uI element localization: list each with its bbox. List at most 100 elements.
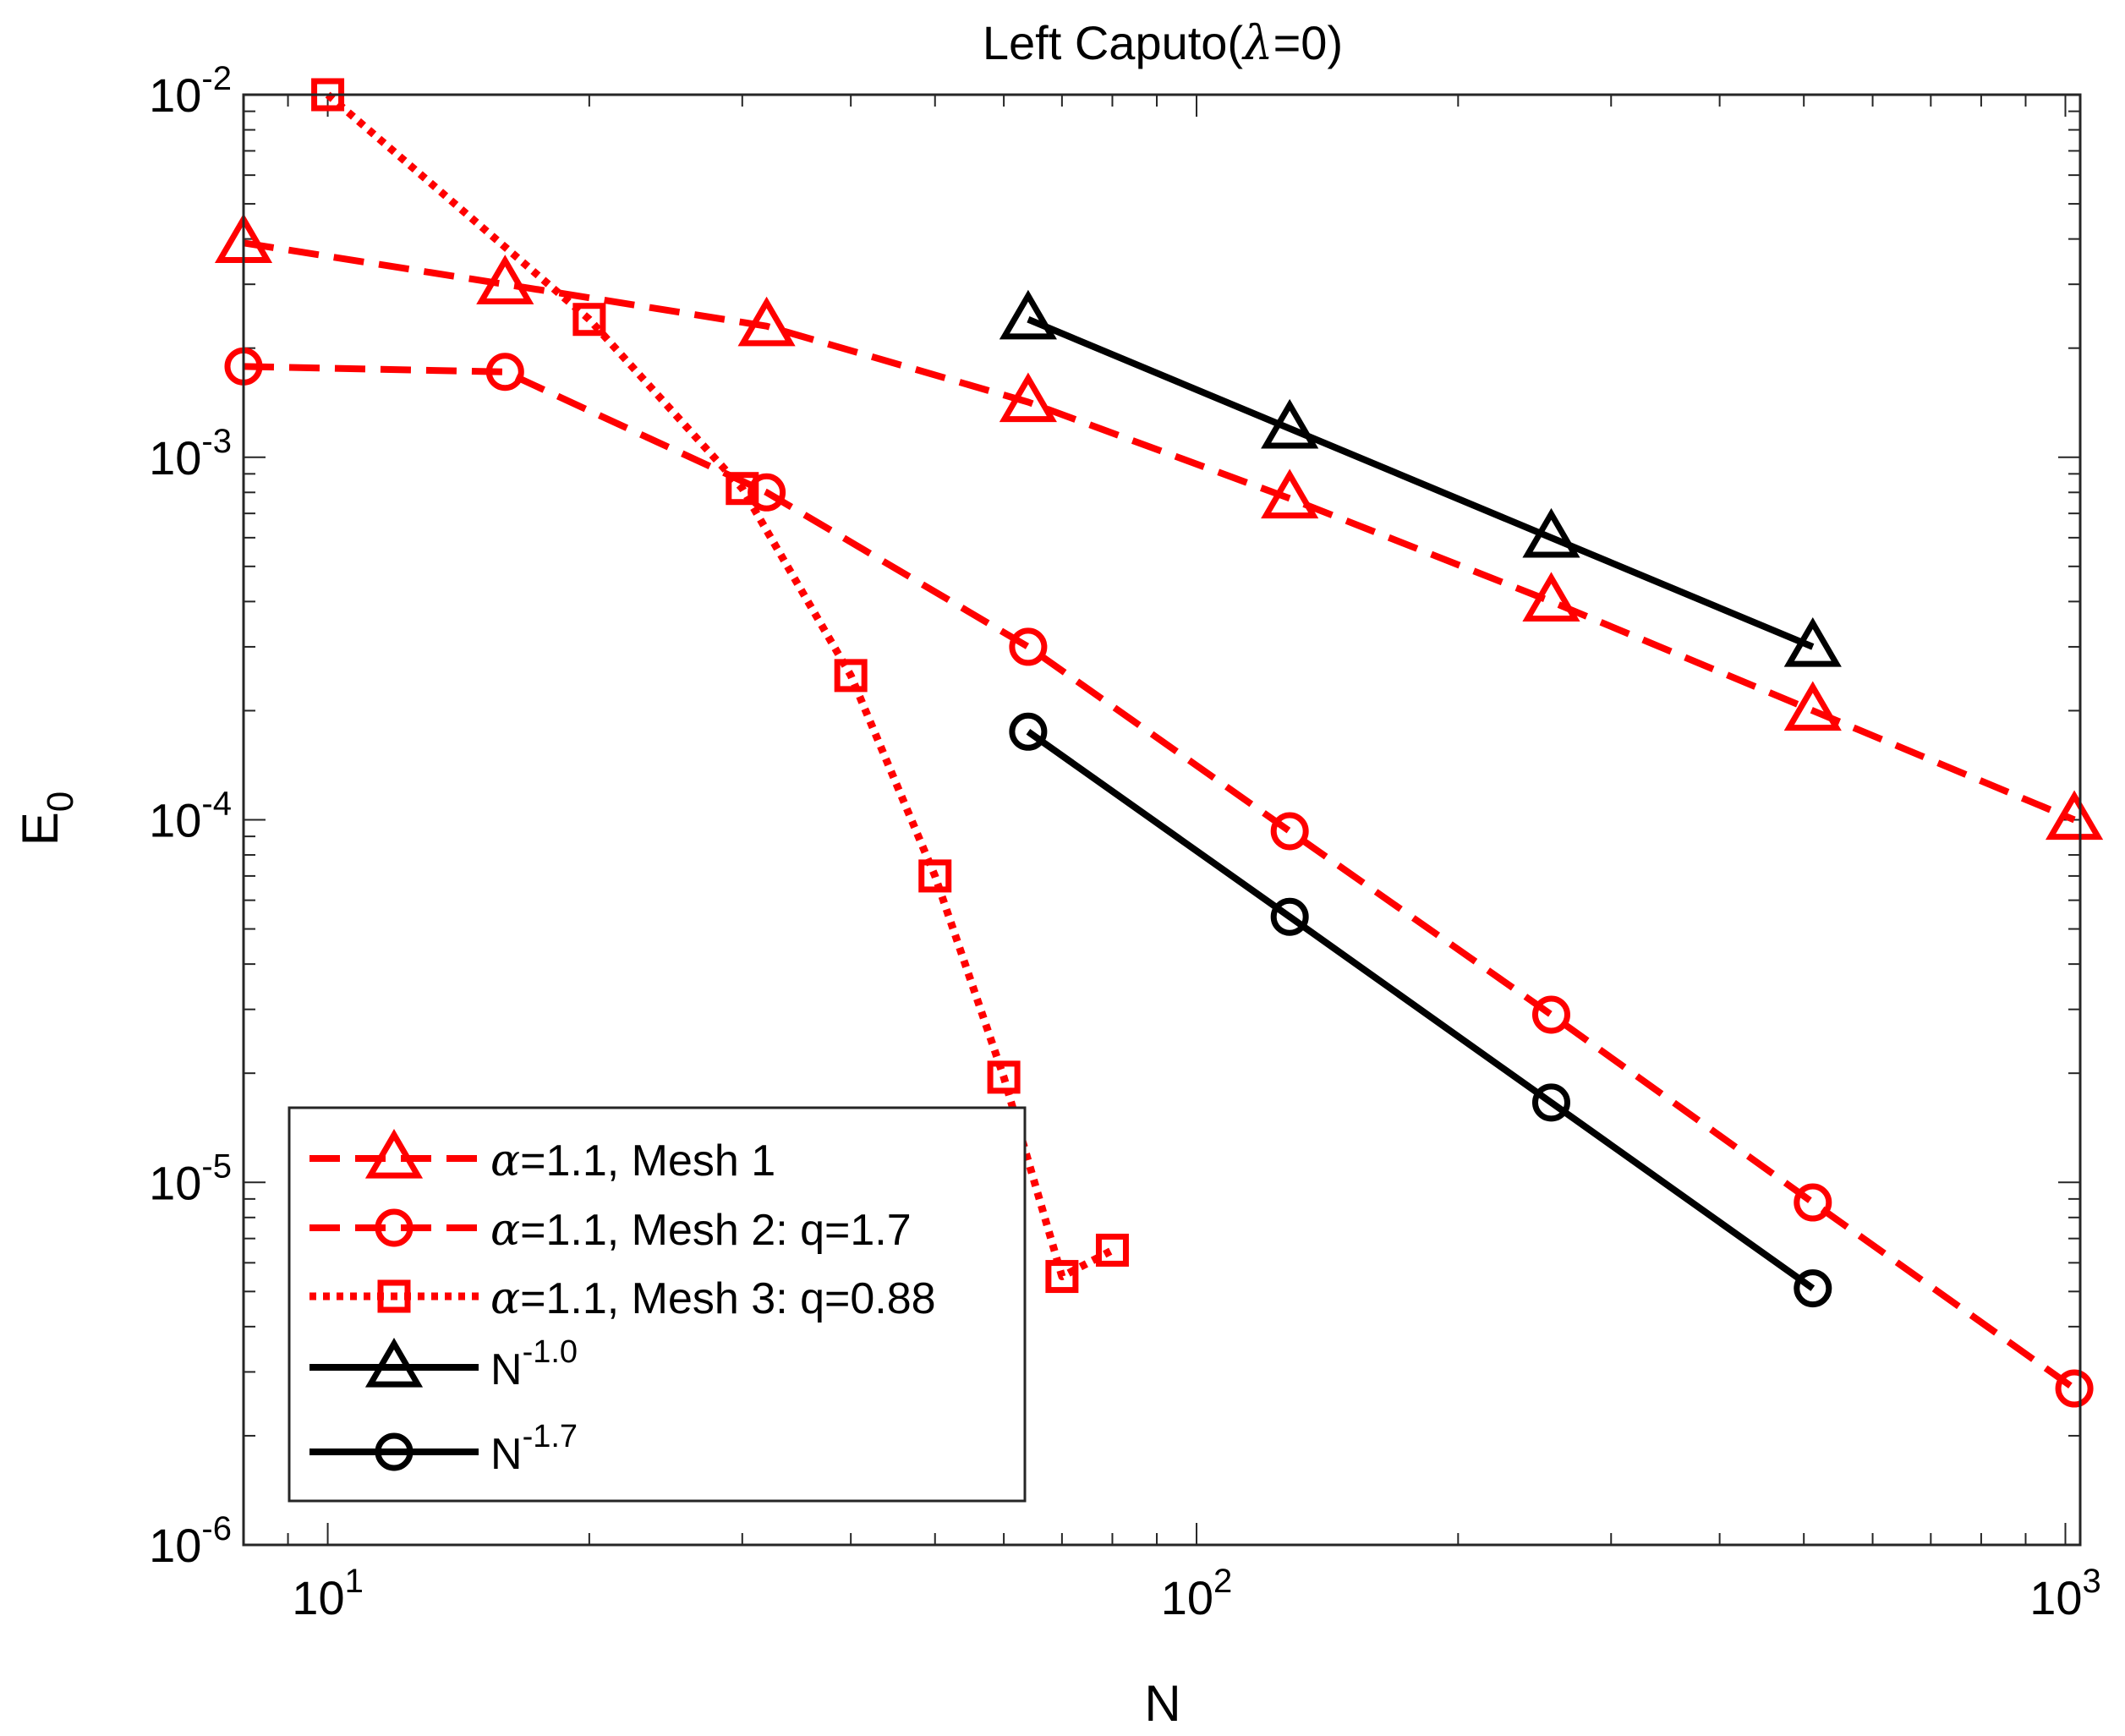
data-point-1-3 bbox=[737, 296, 796, 347]
legend-entry-1: α=1.1, Mesh 1 bbox=[309, 1129, 775, 1186]
legend-marker bbox=[375, 1432, 413, 1471]
legend-label: α=1.1, Mesh 3: q=0.88 bbox=[490, 1273, 936, 1324]
legend-text: =1.1, Mesh 2: q=1.7 bbox=[520, 1206, 912, 1255]
legend-marker bbox=[377, 1279, 411, 1313]
legend-entry-5: N-1.7 bbox=[309, 1419, 578, 1479]
legend-label: N-1.7 bbox=[490, 1419, 578, 1479]
y-tick-label: 10-2 bbox=[149, 60, 232, 122]
y-tick-label-exp: -5 bbox=[201, 1147, 232, 1185]
data-point-5-3 bbox=[1531, 1083, 1570, 1122]
data-point-3-4 bbox=[834, 659, 868, 693]
data-point-4-4 bbox=[1783, 616, 1842, 667]
legend-marker bbox=[364, 1129, 424, 1179]
y-axis-label: E0 bbox=[12, 791, 81, 846]
data-point-3-7 bbox=[1045, 1260, 1079, 1294]
y-tick-label-exp: -6 bbox=[201, 1510, 232, 1547]
data-point-2-8 bbox=[2055, 1369, 2094, 1408]
legend-exp: -1.0 bbox=[523, 1334, 578, 1370]
legend-marker bbox=[375, 1208, 413, 1247]
legend-entry-4: N-1.0 bbox=[309, 1334, 578, 1394]
chart-title: Left Caputo(λ=0) bbox=[983, 16, 1343, 71]
legend-text: =1.1, Mesh 1 bbox=[520, 1136, 775, 1186]
x-tick-label-exp: 3 bbox=[2083, 1563, 2101, 1600]
data-point-3-6 bbox=[987, 1060, 1021, 1094]
x-tick-label-base: 10 bbox=[292, 1571, 344, 1624]
legend: α=1.1, Mesh 1α=1.1, Mesh 2: q=1.7α=1.1, … bbox=[288, 1106, 1027, 1503]
x-tick-label: 102 bbox=[1161, 1563, 1233, 1624]
series-line-4 bbox=[1027, 316, 1815, 650]
legend-marker bbox=[364, 1338, 424, 1388]
x-tick-label: 101 bbox=[292, 1563, 364, 1624]
series-layer bbox=[214, 78, 2104, 1408]
data-point-1-7 bbox=[1783, 681, 1842, 731]
data-point-3-8 bbox=[1095, 1233, 1129, 1267]
data-point-3-2 bbox=[572, 303, 606, 337]
series-line-1 bbox=[243, 239, 2076, 824]
legend-alpha: α bbox=[490, 1136, 520, 1186]
legend-base: N bbox=[490, 1430, 523, 1479]
data-point-5-2 bbox=[1270, 897, 1309, 936]
svg-text:E0: E0 bbox=[12, 791, 81, 846]
title-prefix: Left Caputo( bbox=[983, 16, 1244, 69]
data-point-1-5 bbox=[1261, 468, 1319, 519]
data-point-1-8 bbox=[2045, 790, 2104, 841]
y-tick-label-base: 10 bbox=[149, 68, 201, 122]
data-point-1-6 bbox=[1522, 572, 1580, 622]
y-tick-label-exp: -3 bbox=[201, 423, 232, 460]
series-1 bbox=[214, 213, 2104, 841]
legend-alpha: α bbox=[490, 1205, 520, 1256]
data-point-2-4 bbox=[1009, 627, 1048, 666]
title-suffix: =0) bbox=[1273, 16, 1344, 69]
y-tick-label: 10-5 bbox=[149, 1147, 232, 1209]
x-tick-label: 103 bbox=[2029, 1563, 2101, 1624]
data-point-3-3 bbox=[726, 472, 759, 506]
y-tick-label-exp: -4 bbox=[201, 786, 232, 823]
major-ticks bbox=[244, 94, 2080, 1546]
series-line-2 bbox=[243, 363, 2077, 1392]
data-point-5-1 bbox=[1009, 712, 1048, 751]
y-tick-label: 10-3 bbox=[149, 423, 232, 485]
y-axis-label-base: E bbox=[12, 812, 68, 846]
data-point-1-2 bbox=[476, 255, 534, 304]
series-line-3 bbox=[325, 91, 1115, 1281]
legend-entry-3: α=1.1, Mesh 3: q=0.88 bbox=[309, 1273, 936, 1324]
y-axis-label-sub: 0 bbox=[40, 791, 81, 812]
data-point-2-7 bbox=[1794, 1183, 1832, 1222]
y-tick-label-base: 10 bbox=[149, 1519, 201, 1572]
series-2 bbox=[224, 347, 2094, 1408]
legend-label: α=1.1, Mesh 1 bbox=[490, 1136, 775, 1186]
y-tick-label-exp: -2 bbox=[201, 60, 232, 97]
axes-frame bbox=[242, 93, 2082, 1547]
y-tick-label-base: 10 bbox=[149, 794, 201, 847]
x-tick-label-exp: 1 bbox=[345, 1563, 364, 1600]
legend-label: N-1.0 bbox=[490, 1334, 578, 1394]
legend-base: N bbox=[490, 1345, 523, 1394]
x-tick-label-base: 10 bbox=[2029, 1571, 2082, 1624]
minor-ticks bbox=[243, 95, 2080, 1545]
data-point-2-5 bbox=[1270, 812, 1309, 851]
data-point-4-1 bbox=[999, 289, 1057, 340]
title-lambda: λ bbox=[1241, 16, 1273, 71]
y-tick-label: 10-6 bbox=[149, 1510, 232, 1572]
data-point-5-4 bbox=[1794, 1269, 1832, 1308]
x-axis-label: N bbox=[1144, 1675, 1180, 1732]
data-point-2-6 bbox=[1531, 995, 1570, 1034]
series-line-5 bbox=[1026, 729, 1816, 1291]
legend-alpha: α bbox=[490, 1273, 520, 1324]
data-point-2-2 bbox=[485, 353, 524, 392]
series-5 bbox=[1009, 712, 1832, 1308]
y-tick-label-base: 10 bbox=[149, 431, 201, 485]
data-point-4-2 bbox=[1261, 398, 1319, 449]
legend-label: α=1.1, Mesh 2: q=1.7 bbox=[490, 1205, 912, 1256]
x-tick-label-exp: 2 bbox=[1213, 1563, 1232, 1600]
data-point-4-3 bbox=[1522, 507, 1580, 558]
data-point-1-4 bbox=[999, 372, 1057, 423]
legend-entry-2: α=1.1, Mesh 2: q=1.7 bbox=[309, 1205, 912, 1256]
legend-text: =1.1, Mesh 3: q=0.88 bbox=[520, 1274, 935, 1323]
y-tick-label-base: 10 bbox=[149, 1156, 201, 1209]
series-4 bbox=[999, 289, 1842, 667]
data-point-2-3 bbox=[748, 473, 786, 512]
